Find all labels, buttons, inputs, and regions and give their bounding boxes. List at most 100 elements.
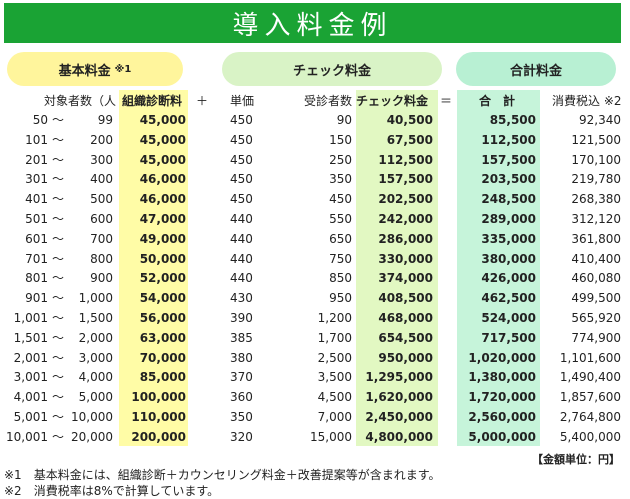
cell-to: 3,000 [78, 350, 113, 365]
cell-tilde: 〜 [52, 132, 65, 147]
cell-tilde: 〜 [52, 370, 65, 385]
cell-tilde: 〜 [52, 390, 65, 405]
cell-total: 524,000 [481, 311, 536, 325]
cell-unit: 350 [230, 410, 253, 424]
cell-unit: 450 [230, 172, 253, 187]
cell-tilde: 〜 [52, 231, 65, 246]
cell-unit: 430 [230, 291, 253, 306]
cell-tax: 5,400,000 [559, 429, 621, 444]
cell-base: 100,000 [131, 390, 186, 405]
cell-tilde: 〜 [52, 212, 65, 226]
cell-unit: 370 [230, 370, 253, 385]
cell-tilde: 〜 [52, 291, 65, 306]
cell-tax: 1,101,600 [559, 350, 621, 365]
table-row: 3,001 〜 4,000 85,000 370 3,500 1,295,000 1,380,… [0, 367, 630, 388]
table-row: 1,501 〜 2,000 63,000 385 1,700 654,500 717,500 7… [0, 328, 630, 349]
cell-count: 950 [329, 291, 352, 306]
cell-count: 1,200 [317, 311, 352, 325]
cell-to: 2,000 [78, 330, 113, 345]
cell-from: 701 [25, 251, 48, 266]
cell-tilde: 〜 [52, 330, 65, 345]
cell-base: 110,000 [131, 410, 186, 424]
cell-count: 90 [336, 113, 352, 127]
cell-base: 56,000 [139, 311, 186, 325]
cell-unit: 385 [230, 330, 253, 345]
table-row: 1,001 〜 1,500 56,000 390 1,200 468,000 524,000 5… [0, 308, 630, 329]
header-target: 対象者数（人 [44, 94, 117, 108]
cell-from: 601 [25, 231, 48, 246]
cell-base: 45,000 [139, 132, 186, 147]
cell-tax: 774,900 [571, 330, 621, 345]
cell-base: 47,000 [139, 212, 186, 226]
cell-base: 49,000 [139, 231, 186, 246]
cell-base: 52,000 [139, 271, 186, 286]
check-column-highlight [356, 90, 438, 446]
table-row: 601 〜 700 49,000 440 650 286,000 335,000 361,800 [0, 229, 630, 250]
cell-unit: 450 [230, 113, 253, 127]
cell-base: 63,000 [139, 330, 186, 345]
cell-check: 112,500 [378, 152, 433, 167]
cell-to: 10,000 [71, 410, 113, 424]
cell-to: 300 [90, 152, 113, 167]
cell-check: 654,500 [378, 330, 433, 345]
header-count: 受診者数 [304, 94, 353, 108]
cell-from: 901 [25, 291, 48, 306]
cell-tax: 268,380 [571, 192, 621, 207]
base-fee-note: ※1 [114, 63, 132, 75]
cell-total: 203,500 [481, 172, 536, 187]
cell-count: 550 [329, 212, 352, 226]
cell-check: 468,000 [378, 311, 433, 325]
base-fee-text: 基本料金 [58, 63, 111, 79]
cell-to: 200 [90, 132, 113, 147]
cell-tax: 121,500 [571, 132, 621, 147]
cell-unit: 320 [230, 429, 253, 444]
table-row: 901 〜 1,000 54,000 430 950 408,500 462,500 499,5… [0, 288, 630, 309]
cell-unit: 380 [230, 350, 253, 365]
cell-from: 2,001 [13, 350, 48, 365]
cell-total: 335,000 [481, 231, 536, 246]
cell-check: 242,000 [378, 212, 433, 226]
footnote-2: ※2 消費税率は8%で計算しています。 [4, 484, 220, 498]
base-column-highlight [119, 90, 188, 446]
cell-tilde: 〜 [52, 410, 65, 424]
cell-to: 20,000 [71, 429, 113, 444]
cell-base: 46,000 [139, 172, 186, 187]
base-fee-label: 基本料金 ※1 [7, 52, 183, 86]
cell-from: 3,001 [13, 370, 48, 385]
cell-unit: 440 [230, 231, 253, 246]
page-title: 導入料金例 [4, 3, 621, 43]
cell-total: 1,720,000 [468, 390, 536, 405]
table-row: 201 〜 300 45,000 450 250 112,500 157,500 170,100 [0, 150, 630, 171]
cell-base: 45,000 [139, 113, 186, 127]
total-column-highlight [457, 90, 540, 446]
cell-tilde: 〜 [52, 311, 65, 325]
cell-count: 250 [329, 152, 352, 167]
cell-from: 4,001 [13, 390, 48, 405]
table-row: 301 〜 400 46,000 450 350 157,500 203,500 219,780 [0, 169, 630, 190]
cell-count: 4,500 [317, 390, 352, 405]
cell-from: 801 [25, 271, 48, 286]
cell-from: 5,001 [13, 410, 48, 424]
cell-count: 150 [329, 132, 352, 147]
cell-tax: 410,400 [571, 251, 621, 266]
cell-tax: 1,857,600 [559, 390, 621, 405]
cell-tilde: 〜 [52, 192, 65, 207]
cell-to: 99 [97, 113, 113, 127]
cell-count: 750 [329, 251, 352, 266]
cell-to: 1,000 [78, 291, 113, 306]
cell-from: 301 [25, 172, 48, 187]
cell-tilde: 〜 [52, 172, 65, 187]
cell-count: 7,000 [317, 410, 352, 424]
table-row: 5,001 〜 10,000 110,000 350 7,000 2,450,000 2,56… [0, 407, 630, 428]
cell-base: 45,000 [139, 152, 186, 167]
cell-tilde: 〜 [52, 350, 65, 365]
cell-check: 4,800,000 [365, 429, 433, 444]
cell-tax: 92,340 [579, 113, 621, 127]
cell-base: 70,000 [139, 350, 186, 365]
cell-from: 101 [25, 132, 48, 147]
cell-check: 1,295,000 [365, 370, 433, 385]
cell-total: 157,500 [481, 152, 536, 167]
cell-base: 85,000 [139, 370, 186, 385]
table-row: 401 〜 500 46,000 450 450 202,500 248,500 268,380 [0, 189, 630, 210]
cell-base: 46,000 [139, 192, 186, 207]
